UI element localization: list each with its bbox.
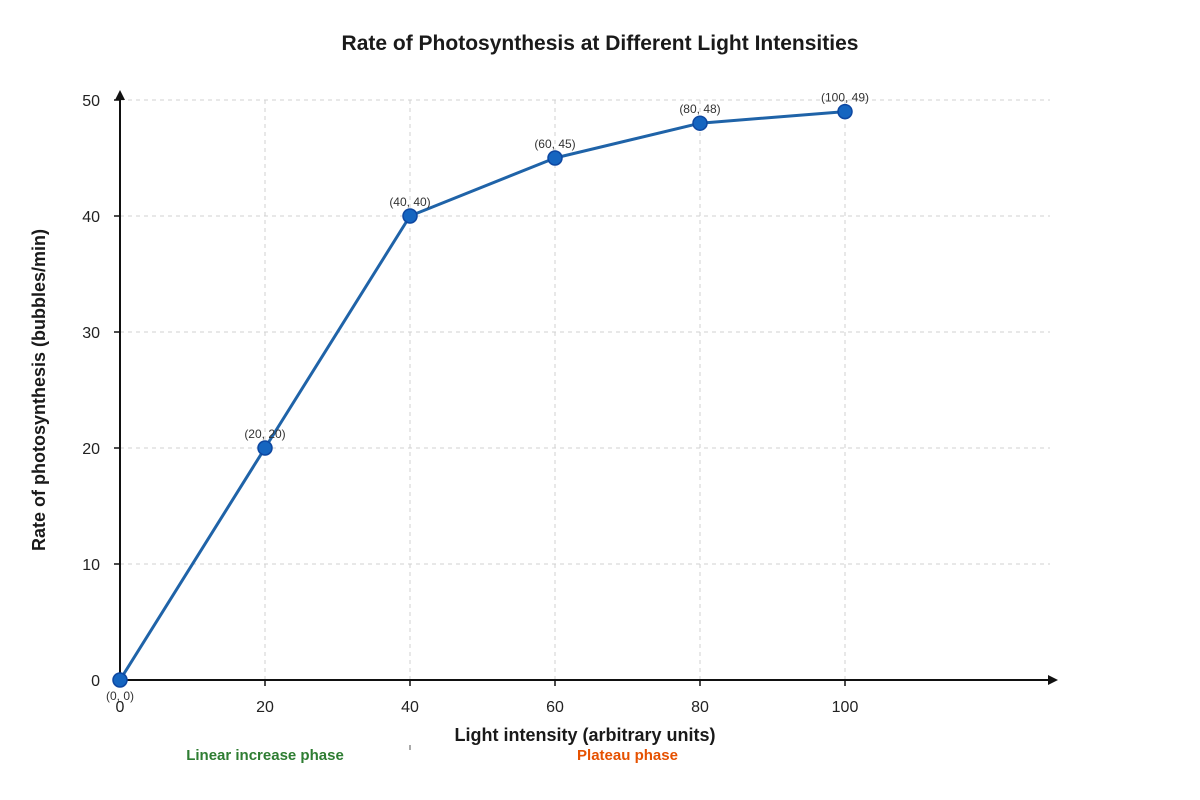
ticks: 0 20 40 60 80 100 0 10 20 30 40 50 — [82, 93, 858, 716]
x-tick-label-0: 0 — [116, 699, 125, 716]
series-line-0 — [118, 110, 846, 681]
point-label-80: (80, 48) — [679, 102, 720, 116]
y-axis-label: Rate of photosynthesis (bubbles/min) — [29, 229, 49, 551]
point-label-100: (100, 49) — [821, 91, 869, 105]
y-tick-label-20: 20 — [82, 441, 100, 458]
x-axis-label: Light intensity (arbitrary units) — [454, 725, 715, 745]
point-label-0: (0, 0) — [106, 689, 134, 703]
data-point-80 — [692, 115, 708, 131]
x-tick-label-20: 20 — [256, 699, 274, 716]
y-tick-label-50: 50 — [82, 93, 100, 110]
x-tick-label-80: 80 — [691, 699, 709, 716]
chart-title: Rate of Photosynthesis at Different Ligh… — [342, 32, 859, 55]
data-point-40 — [402, 208, 418, 224]
phase-label-1: Plateau phase — [577, 747, 678, 764]
y-tick-label-10: 10 — [82, 557, 100, 574]
point-labels: (0, 0) (20, 20) (40, 40) (60, 45) (80, 48) (1… — [106, 91, 869, 703]
gridlines — [120, 99, 1050, 680]
y-tick-label-30: 30 — [82, 325, 100, 342]
data-series — [112, 103, 853, 688]
data-point-60 — [547, 150, 563, 166]
point-label-20: (20, 20) — [244, 427, 285, 441]
data-point-100 — [837, 103, 853, 120]
y-axis-arrow — [115, 90, 125, 100]
data-point-20 — [257, 440, 273, 456]
y-tick-label-0: 0 — [91, 673, 100, 690]
phase-label-0: Linear increase phase — [186, 747, 344, 764]
x-tick-label-60: 60 — [546, 699, 564, 716]
x-tick-label-100: 100 — [832, 699, 859, 716]
y-tick-label-40: 40 — [82, 209, 100, 226]
x-tick-label-40: 40 — [401, 699, 419, 716]
axes — [115, 90, 1058, 685]
phase-annotations: Linear increase phase Plateau phase — [186, 745, 678, 764]
point-label-60: (60, 45) — [534, 137, 575, 151]
x-axis-arrow — [1048, 675, 1058, 685]
data-point-0 — [112, 672, 128, 688]
point-label-40: (40, 40) — [389, 195, 430, 209]
